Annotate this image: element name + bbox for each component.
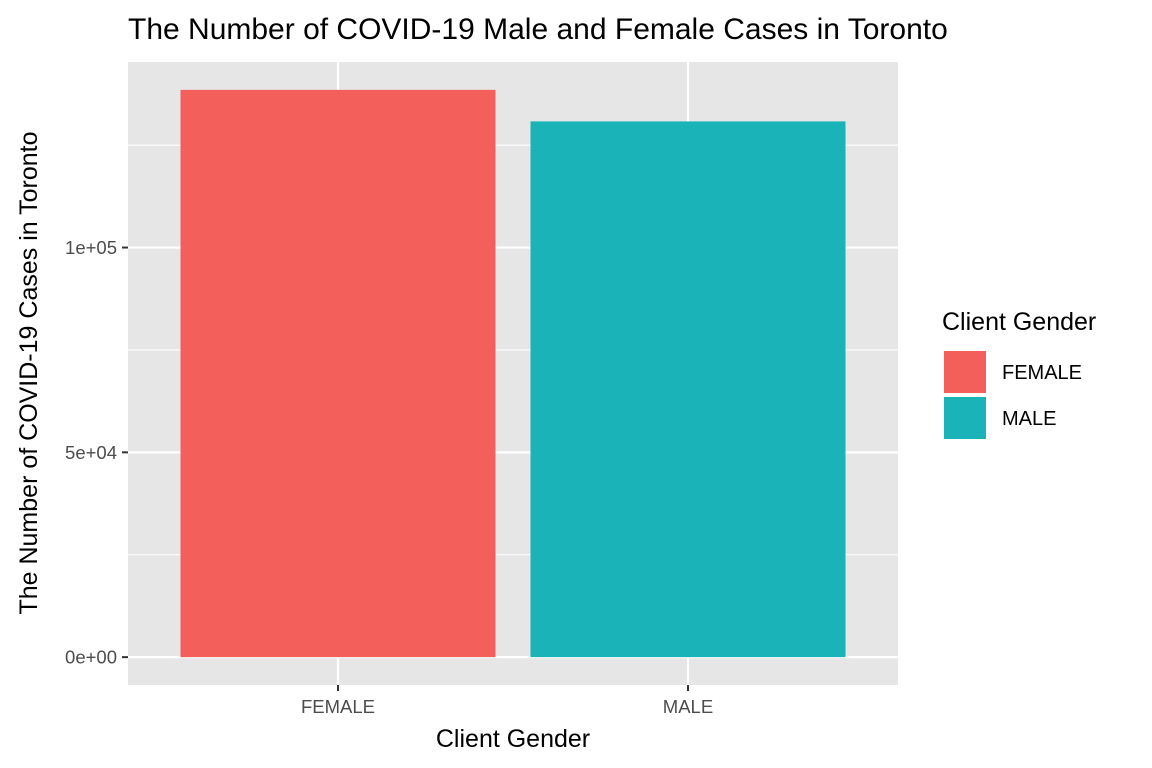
legend: Client Gender FEMALE MALE [942, 308, 1096, 441]
bar-female [180, 89, 496, 658]
y-tick-label: 5e+04 [65, 442, 117, 463]
legend-swatch [944, 351, 986, 393]
legend-title: Client Gender [942, 308, 1096, 336]
bars [180, 89, 846, 658]
legend-label: MALE [1002, 408, 1056, 430]
y-tick-label: 0e+00 [65, 647, 117, 668]
x-axis: FEMALE MALE [301, 685, 713, 717]
x-tick-label: FEMALE [301, 696, 375, 717]
y-axis-title: The Number of COVID-19 Cases in Toronto [15, 131, 43, 614]
x-axis-title: Client Gender [436, 725, 590, 753]
chart-title: The Number of COVID-19 Male and Female C… [128, 13, 948, 46]
bar-male [530, 121, 846, 658]
legend-label: FEMALE [1002, 362, 1082, 384]
y-tick-label: 1e+05 [65, 237, 117, 258]
legend-swatch [944, 397, 986, 439]
y-axis: 0e+00 5e+04 1e+05 [65, 237, 128, 668]
x-tick-label: MALE [663, 696, 713, 717]
